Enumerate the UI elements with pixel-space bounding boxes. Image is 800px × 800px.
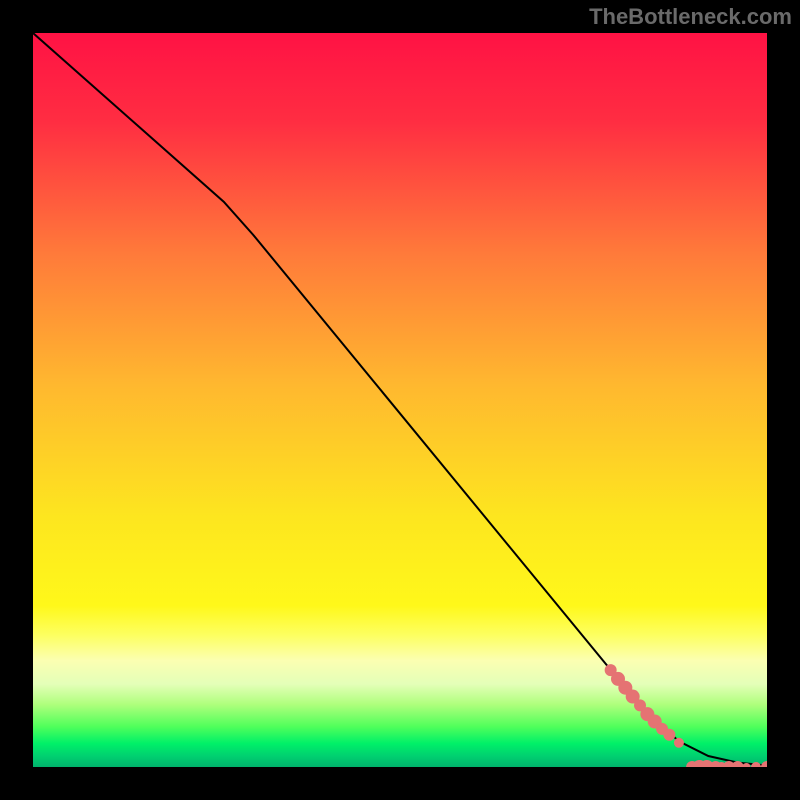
data-marker	[663, 729, 675, 741]
chart-container: TheBottleneck.com	[0, 0, 800, 800]
data-marker	[674, 738, 684, 748]
bottleneck-chart	[0, 0, 800, 800]
gradient-background	[33, 33, 767, 767]
